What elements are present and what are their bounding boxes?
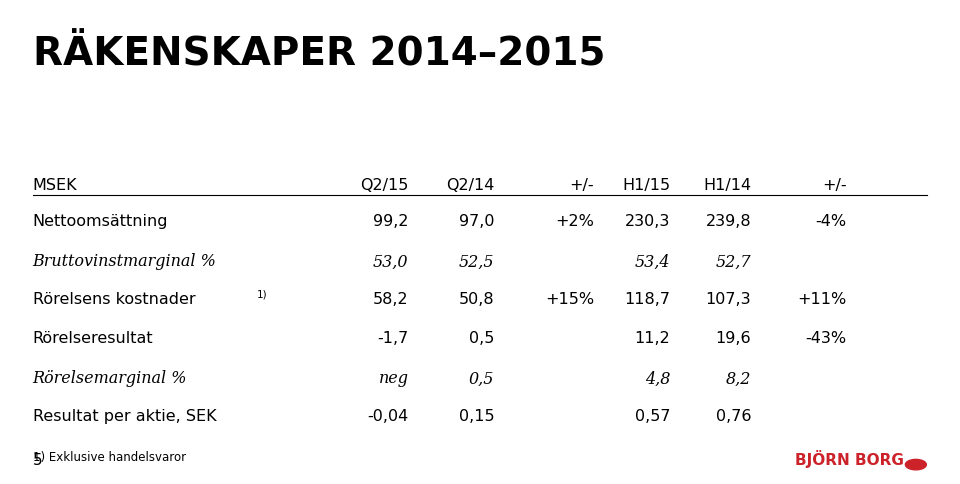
- Text: 239,8: 239,8: [706, 214, 752, 229]
- Text: Resultat per aktie, SEK: Resultat per aktie, SEK: [33, 409, 216, 424]
- Text: 4,8: 4,8: [645, 370, 670, 387]
- Text: 0,76: 0,76: [716, 409, 752, 424]
- Text: 58,2: 58,2: [373, 292, 409, 307]
- Text: 52,7: 52,7: [716, 254, 752, 271]
- Text: 11,2: 11,2: [635, 332, 670, 347]
- Text: 1) Exklusive handelsvaror: 1) Exklusive handelsvaror: [33, 451, 186, 464]
- Text: 50,8: 50,8: [459, 292, 494, 307]
- Text: +/-: +/-: [569, 178, 594, 193]
- Text: 0,15: 0,15: [459, 409, 494, 424]
- Text: 107,3: 107,3: [706, 292, 752, 307]
- Text: 0,57: 0,57: [635, 409, 670, 424]
- Text: +/-: +/-: [822, 178, 847, 193]
- Text: 53,4: 53,4: [635, 254, 670, 271]
- Text: BJÖRN BORG: BJÖRN BORG: [795, 450, 903, 468]
- Text: MSEK: MSEK: [33, 178, 78, 193]
- Text: +11%: +11%: [797, 292, 847, 307]
- Text: -0,04: -0,04: [368, 409, 409, 424]
- Text: 1): 1): [256, 289, 267, 299]
- Text: neg: neg: [378, 370, 409, 387]
- Text: 19,6: 19,6: [715, 332, 752, 347]
- Text: 53,0: 53,0: [373, 254, 409, 271]
- Text: Bruttovinstmarginal %: Bruttovinstmarginal %: [33, 254, 217, 271]
- Text: 97,0: 97,0: [459, 214, 494, 229]
- Text: Nettoomsättning: Nettoomsättning: [33, 214, 168, 229]
- Circle shape: [905, 459, 926, 470]
- Text: Rörelsemarginal %: Rörelsemarginal %: [33, 370, 187, 387]
- Text: Q2/15: Q2/15: [360, 178, 409, 193]
- Text: Rörelseresultat: Rörelseresultat: [33, 332, 154, 347]
- Text: 230,3: 230,3: [625, 214, 670, 229]
- Text: 0,5: 0,5: [468, 370, 494, 387]
- Text: -4%: -4%: [815, 214, 847, 229]
- Text: 8,2: 8,2: [726, 370, 752, 387]
- Text: +15%: +15%: [545, 292, 594, 307]
- Text: 0,5: 0,5: [468, 332, 494, 347]
- Text: H1/15: H1/15: [622, 178, 670, 193]
- Text: RÄKENSKAPER 2014–2015: RÄKENSKAPER 2014–2015: [33, 35, 605, 73]
- Text: -1,7: -1,7: [377, 332, 409, 347]
- Text: -43%: -43%: [805, 332, 847, 347]
- Text: 118,7: 118,7: [624, 292, 670, 307]
- Text: +2%: +2%: [555, 214, 594, 229]
- Text: 52,5: 52,5: [459, 254, 494, 271]
- Text: H1/14: H1/14: [703, 178, 752, 193]
- Text: Q2/14: Q2/14: [445, 178, 494, 193]
- Text: 99,2: 99,2: [373, 214, 409, 229]
- Text: Rörelsens kostnader: Rörelsens kostnader: [33, 292, 195, 307]
- Text: 5: 5: [33, 453, 42, 468]
